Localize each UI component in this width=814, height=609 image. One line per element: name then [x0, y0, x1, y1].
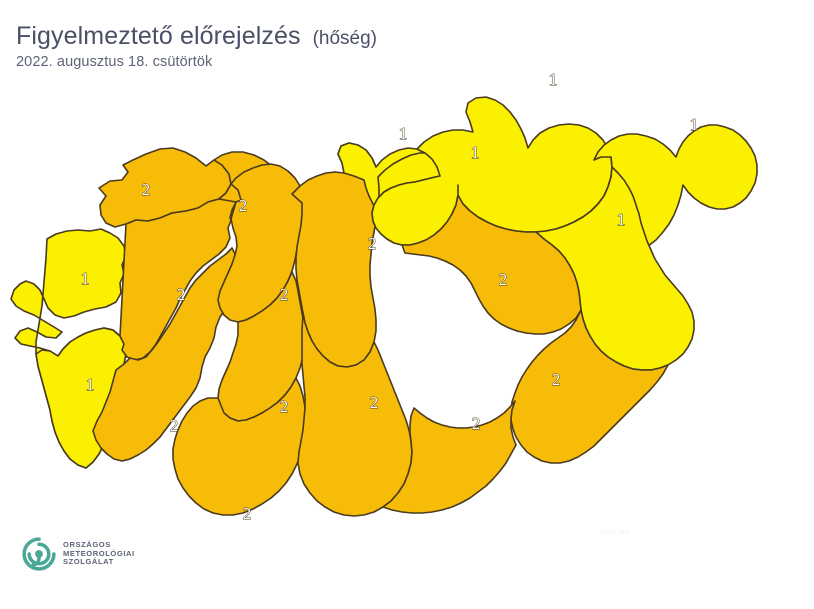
county-level-label-csongrad-csanad: 2: [472, 414, 481, 433]
logo-line-2: METEOROLÓGIAI: [63, 548, 135, 558]
map-watermark: met.hu: [600, 527, 630, 537]
county-level-label-zala: 1: [86, 375, 95, 394]
county-level-label-gyor-moson-sopron: 2: [142, 180, 151, 199]
page-header: Figyelmeztető előrejelzés (hőség) 2022. …: [16, 22, 377, 70]
logo-line-1: ORSZÁGOS: [63, 539, 111, 549]
forecast-date: 2022. augusztus 18. csütörtök: [16, 54, 213, 70]
county-level-label-veszprem: 2: [177, 285, 186, 304]
county-level-label-baranya: 2: [243, 504, 252, 523]
county-level-label-nograd: 1: [399, 124, 408, 143]
county-level-label-borsod-abauj-zemplen: 1: [549, 70, 558, 89]
logo-text: ORSZÁGOS METEOROLÓGIAI SZOLGÁLAT: [63, 539, 135, 568]
county-region-csongrad-csanad[interactable]: [382, 400, 517, 514]
title-main-text: Figyelmeztető előrejelzés: [16, 22, 301, 50]
omsz-logo: ORSZÁGOS METEOROLÓGIAI SZOLGÁLAT: [22, 537, 135, 571]
county-region-veszprem[interactable]: [103, 183, 242, 361]
county-level-label-bacs-kiskun: 2: [370, 393, 379, 412]
county-region-somogy[interactable]: [92, 247, 237, 462]
county-level-label-tolna: 2: [280, 397, 289, 416]
county-level-label-somogy: 2: [170, 416, 179, 435]
county-level-label-pest: 2: [368, 234, 377, 253]
title-parameter-text: (hőség): [312, 28, 377, 49]
county-level-label-vas: 1: [81, 269, 90, 288]
county-level-label-jasz-nagykun-szolnok: 2: [499, 270, 508, 289]
spiral-icon: [22, 537, 56, 571]
county-level-label-fejer: 2: [280, 285, 289, 304]
logo-line-3: SZOLGÁLAT: [63, 557, 114, 567]
county-level-label-hajdu-bihar: 1: [617, 210, 626, 229]
county-level-label-heves: 1: [471, 143, 480, 162]
county-region-baranya[interactable]: [172, 377, 307, 516]
county-level-label-bekes: 2: [552, 370, 561, 389]
county-level-label-komarom-esztergom: 2: [239, 196, 248, 215]
county-polygons: [10, 96, 758, 517]
county-region-bekes[interactable]: [510, 309, 669, 464]
county-level-labels: 2 1 1 2 2 2 2 2 2 2 2 1 1 1 1 1 2 2 2: [80, 69, 699, 523]
county-region-jasz-nagykun-szolnok[interactable]: [401, 194, 582, 335]
page-title: Figyelmeztető előrejelzés (hőség): [16, 22, 377, 51]
county-level-label-szabolcs-szatmar-bereg: 1: [690, 115, 699, 134]
